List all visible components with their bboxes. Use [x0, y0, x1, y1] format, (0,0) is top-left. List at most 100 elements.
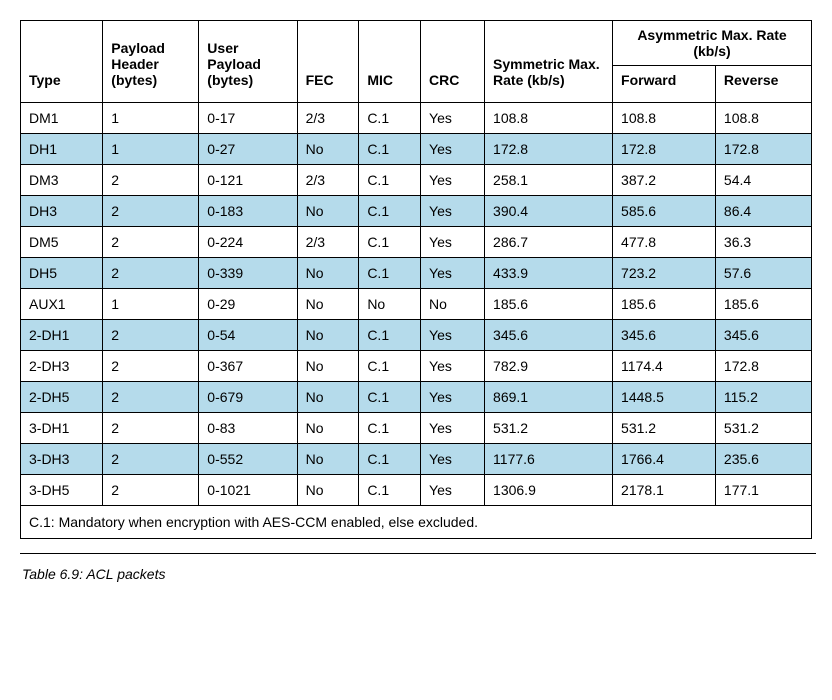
- cell-payload_hdr: 2: [103, 444, 199, 475]
- cell-type: DH3: [21, 196, 103, 227]
- cell-type: DM5: [21, 227, 103, 258]
- table-row: DH320-183NoC.1Yes390.4585.686.4: [21, 196, 812, 227]
- table-header: Type Payload Header (bytes) User Payload…: [21, 21, 812, 103]
- table-body: DM110-172/3C.1Yes108.8108.8108.8DH110-27…: [21, 103, 812, 506]
- cell-crc: Yes: [421, 196, 485, 227]
- cell-asym_fwd: 345.6: [613, 320, 716, 351]
- cell-crc: Yes: [421, 134, 485, 165]
- table-row: DH520-339NoC.1Yes433.9723.257.6: [21, 258, 812, 289]
- cell-crc: Yes: [421, 351, 485, 382]
- cell-mic: C.1: [359, 351, 421, 382]
- cell-user_payload: 0-27: [199, 134, 297, 165]
- cell-payload_hdr: 2: [103, 320, 199, 351]
- cell-asym_fwd: 172.8: [613, 134, 716, 165]
- cell-fec: No: [297, 382, 359, 413]
- cell-mic: C.1: [359, 103, 421, 134]
- cell-fec: No: [297, 351, 359, 382]
- table-caption: Table 6.9: ACL packets: [20, 553, 816, 582]
- cell-asym_rev: 531.2: [715, 413, 811, 444]
- cell-user_payload: 0-1021: [199, 475, 297, 506]
- col-fec: FEC: [297, 21, 359, 103]
- table-row: 2-DH120-54NoC.1Yes345.6345.6345.6: [21, 320, 812, 351]
- cell-fec: 2/3: [297, 165, 359, 196]
- cell-crc: Yes: [421, 165, 485, 196]
- cell-type: DH1: [21, 134, 103, 165]
- cell-mic: C.1: [359, 320, 421, 351]
- col-payload-hdr: Payload Header (bytes): [103, 21, 199, 103]
- cell-crc: Yes: [421, 103, 485, 134]
- cell-payload_hdr: 1: [103, 289, 199, 320]
- cell-asym_fwd: 531.2: [613, 413, 716, 444]
- table-footnote: C.1: Mandatory when encryption with AES-…: [21, 506, 812, 539]
- cell-asym_rev: 57.6: [715, 258, 811, 289]
- cell-crc: Yes: [421, 382, 485, 413]
- cell-asym_fwd: 477.8: [613, 227, 716, 258]
- table-row: 3-DH320-552NoC.1Yes1177.61766.4235.6: [21, 444, 812, 475]
- cell-mic: C.1: [359, 227, 421, 258]
- table-row: 2-DH520-679NoC.1Yes869.11448.5115.2: [21, 382, 812, 413]
- col-crc: CRC: [421, 21, 485, 103]
- cell-sym_rate: 390.4: [485, 196, 613, 227]
- cell-asym_rev: 177.1: [715, 475, 811, 506]
- cell-asym_rev: 86.4: [715, 196, 811, 227]
- cell-user_payload: 0-29: [199, 289, 297, 320]
- table-row: 2-DH320-367NoC.1Yes782.91174.4172.8: [21, 351, 812, 382]
- cell-asym_fwd: 185.6: [613, 289, 716, 320]
- cell-asym_rev: 185.6: [715, 289, 811, 320]
- col-type: Type: [21, 21, 103, 103]
- cell-sym_rate: 345.6: [485, 320, 613, 351]
- cell-type: 2-DH3: [21, 351, 103, 382]
- table-row: DM320-1212/3C.1Yes258.1387.254.4: [21, 165, 812, 196]
- cell-crc: Yes: [421, 475, 485, 506]
- cell-fec: No: [297, 320, 359, 351]
- cell-asym_fwd: 1766.4: [613, 444, 716, 475]
- cell-asym_rev: 108.8: [715, 103, 811, 134]
- cell-mic: C.1: [359, 475, 421, 506]
- cell-crc: Yes: [421, 413, 485, 444]
- cell-asym_rev: 345.6: [715, 320, 811, 351]
- cell-mic: C.1: [359, 258, 421, 289]
- cell-sym_rate: 531.2: [485, 413, 613, 444]
- cell-user_payload: 0-83: [199, 413, 297, 444]
- cell-asym_fwd: 585.6: [613, 196, 716, 227]
- cell-asym_fwd: 108.8: [613, 103, 716, 134]
- cell-user_payload: 0-183: [199, 196, 297, 227]
- cell-payload_hdr: 2: [103, 165, 199, 196]
- cell-asym_rev: 54.4: [715, 165, 811, 196]
- table-row: DM520-2242/3C.1Yes286.7477.836.3: [21, 227, 812, 258]
- cell-asym_rev: 172.8: [715, 351, 811, 382]
- cell-sym_rate: 172.8: [485, 134, 613, 165]
- cell-type: 3-DH5: [21, 475, 103, 506]
- cell-asym_rev: 36.3: [715, 227, 811, 258]
- cell-mic: C.1: [359, 165, 421, 196]
- cell-asym_fwd: 1174.4: [613, 351, 716, 382]
- cell-crc: Yes: [421, 444, 485, 475]
- cell-user_payload: 0-17: [199, 103, 297, 134]
- cell-type: 3-DH3: [21, 444, 103, 475]
- cell-fec: No: [297, 444, 359, 475]
- cell-asym_rev: 115.2: [715, 382, 811, 413]
- cell-user_payload: 0-339: [199, 258, 297, 289]
- cell-mic: C.1: [359, 134, 421, 165]
- cell-payload_hdr: 1: [103, 134, 199, 165]
- cell-sym_rate: 1177.6: [485, 444, 613, 475]
- cell-payload_hdr: 2: [103, 351, 199, 382]
- cell-user_payload: 0-224: [199, 227, 297, 258]
- cell-mic: C.1: [359, 413, 421, 444]
- col-asym-fwd: Forward: [613, 66, 716, 103]
- cell-mic: C.1: [359, 382, 421, 413]
- cell-asym_fwd: 387.2: [613, 165, 716, 196]
- cell-asym_fwd: 723.2: [613, 258, 716, 289]
- cell-fec: No: [297, 258, 359, 289]
- cell-sym_rate: 1306.9: [485, 475, 613, 506]
- cell-payload_hdr: 2: [103, 413, 199, 444]
- cell-fec: 2/3: [297, 227, 359, 258]
- table-row: 3-DH520-1021NoC.1Yes1306.92178.1177.1: [21, 475, 812, 506]
- col-user-payload: User Payload (bytes): [199, 21, 297, 103]
- cell-type: AUX1: [21, 289, 103, 320]
- cell-sym_rate: 433.9: [485, 258, 613, 289]
- cell-asym_rev: 172.8: [715, 134, 811, 165]
- cell-sym_rate: 286.7: [485, 227, 613, 258]
- table-row: DM110-172/3C.1Yes108.8108.8108.8: [21, 103, 812, 134]
- cell-asym_fwd: 1448.5: [613, 382, 716, 413]
